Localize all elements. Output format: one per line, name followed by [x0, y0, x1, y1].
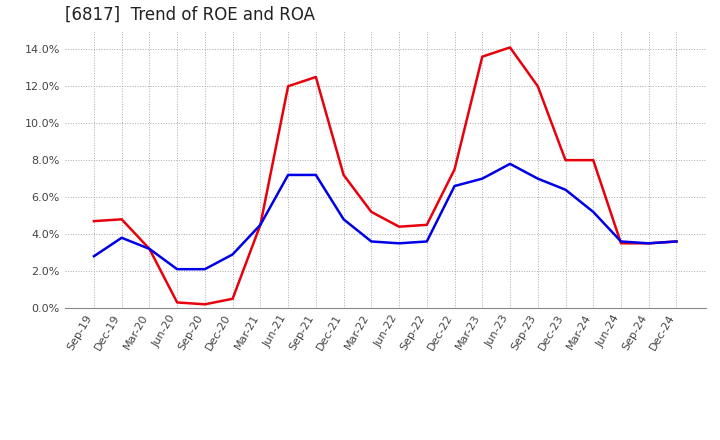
ROE — [145, 246, 154, 252]
ROE — [367, 209, 376, 215]
ROE — [589, 158, 598, 163]
ROA — [173, 267, 181, 272]
ROA — [89, 253, 98, 259]
ROE — [339, 172, 348, 178]
ROA — [478, 176, 487, 181]
ROE — [534, 84, 542, 89]
ROA — [201, 267, 210, 272]
ROA — [312, 172, 320, 178]
ROE — [478, 54, 487, 59]
ROE — [644, 241, 653, 246]
ROE — [256, 222, 265, 227]
ROA — [284, 172, 292, 178]
ROA — [450, 183, 459, 189]
ROE — [395, 224, 403, 229]
ROE — [616, 241, 625, 246]
ROE — [201, 302, 210, 307]
ROA — [339, 216, 348, 222]
ROE — [672, 239, 681, 244]
ROA — [145, 246, 154, 252]
ROA — [505, 161, 514, 166]
ROA — [395, 241, 403, 246]
Line: ROE: ROE — [94, 48, 677, 304]
ROE — [423, 222, 431, 227]
ROA — [561, 187, 570, 192]
ROE — [228, 296, 237, 301]
ROE — [450, 167, 459, 172]
ROA — [117, 235, 126, 240]
ROA — [534, 176, 542, 181]
Text: [6817]  Trend of ROE and ROA: [6817] Trend of ROE and ROA — [65, 6, 315, 24]
ROE — [89, 219, 98, 224]
ROE — [117, 216, 126, 222]
ROA — [644, 241, 653, 246]
ROA — [423, 239, 431, 244]
ROA — [228, 252, 237, 257]
ROA — [367, 239, 376, 244]
ROE — [505, 45, 514, 50]
Line: ROA: ROA — [94, 164, 677, 269]
ROE — [173, 300, 181, 305]
ROE — [284, 84, 292, 89]
ROA — [589, 209, 598, 215]
ROE — [561, 158, 570, 163]
ROA — [256, 222, 265, 227]
ROE — [312, 74, 320, 80]
ROA — [672, 239, 681, 244]
ROA — [616, 239, 625, 244]
